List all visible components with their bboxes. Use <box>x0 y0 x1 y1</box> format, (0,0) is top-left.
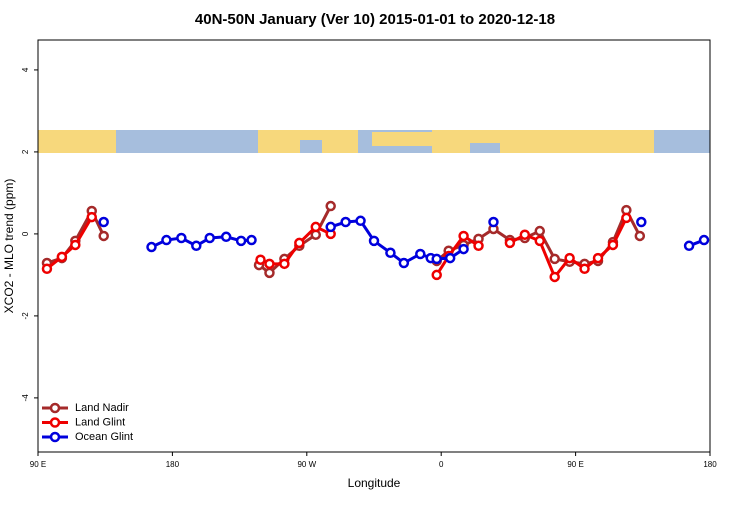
point <box>444 252 456 264</box>
point <box>504 237 516 249</box>
legend-marker <box>49 417 61 428</box>
point <box>549 271 560 283</box>
y-tick-label: -2 <box>21 312 30 320</box>
point <box>220 231 232 243</box>
x-axis-label: Longitude <box>348 476 401 490</box>
x-tick-label: 90 E <box>567 460 583 469</box>
point <box>246 234 257 246</box>
point <box>56 251 68 263</box>
point <box>415 248 426 260</box>
point <box>325 221 336 233</box>
point <box>161 234 172 246</box>
point <box>294 237 305 249</box>
point <box>683 240 695 252</box>
legend-label: Land Nadir <box>75 402 129 414</box>
legend-marker <box>49 402 61 414</box>
point <box>458 243 469 255</box>
chart-title: 40N-50N January (Ver 10) 2015-01-01 to 2… <box>195 11 555 28</box>
point <box>146 241 157 253</box>
y-tick-label: 2 <box>21 149 30 154</box>
x-tick-label: 0 <box>439 460 444 469</box>
point <box>385 247 396 259</box>
point <box>579 263 590 275</box>
point <box>488 216 499 228</box>
point <box>564 252 575 264</box>
x-tick-label: 90 E <box>30 460 46 469</box>
point <box>458 230 469 242</box>
y-axis-label: XCO2 - MLO trend (ppm) <box>2 179 16 314</box>
point <box>431 253 442 265</box>
x-tick-label: 180 <box>703 460 717 469</box>
series-line <box>46 205 642 275</box>
point <box>534 225 546 237</box>
point <box>70 239 81 251</box>
point <box>235 235 247 247</box>
point <box>255 254 266 265</box>
point <box>592 252 604 264</box>
x-tick-label: 180 <box>166 460 180 469</box>
point <box>204 232 215 244</box>
point <box>534 235 546 247</box>
point <box>431 269 442 281</box>
x-tick-label: 90 W <box>297 460 316 469</box>
map-band <box>38 130 710 153</box>
point <box>473 240 484 252</box>
point <box>98 216 109 228</box>
point <box>41 263 53 275</box>
point <box>98 230 109 242</box>
legend-label: Land Glint <box>75 416 125 428</box>
point <box>264 258 275 270</box>
y-tick-label: 0 <box>21 231 30 236</box>
point <box>398 257 410 269</box>
point <box>368 235 380 247</box>
point <box>621 212 632 224</box>
point <box>519 229 531 240</box>
point <box>264 267 275 279</box>
plot-frame <box>37 39 711 453</box>
point <box>634 230 646 242</box>
y-tick-label: -4 <box>21 394 30 402</box>
point <box>176 232 187 244</box>
point <box>325 200 336 212</box>
point <box>310 221 322 233</box>
point <box>698 234 710 246</box>
point <box>636 216 647 228</box>
point <box>607 239 619 251</box>
series-line <box>46 216 628 280</box>
point <box>549 253 560 265</box>
point <box>86 211 98 223</box>
point <box>340 216 351 228</box>
y-tick-label: 4 <box>21 67 30 72</box>
legend-marker <box>49 431 61 443</box>
point <box>191 240 202 252</box>
point <box>355 215 366 227</box>
point <box>279 258 290 270</box>
legend-label: Ocean Glint <box>75 431 133 443</box>
